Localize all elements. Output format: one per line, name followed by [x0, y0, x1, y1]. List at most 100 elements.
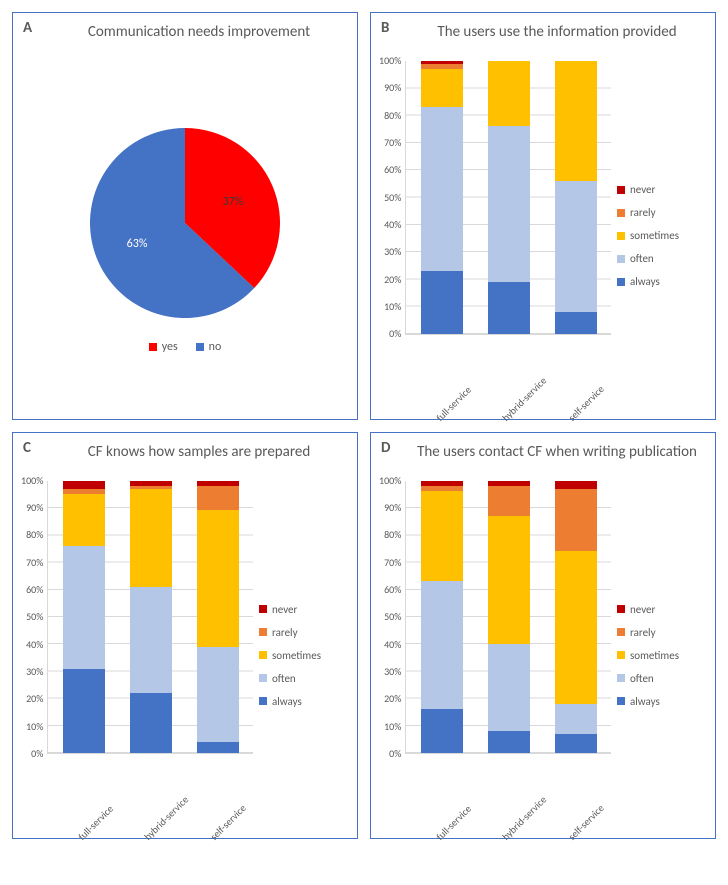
- panel-d-y-axis: 100%90%80%70%60%50%40%30%20%10%0%: [379, 481, 405, 755]
- panel-a: A Communication needs improvement 37%63%…: [12, 12, 358, 420]
- x-tick: full-service: [433, 804, 514, 885]
- panel-b: B The users use the information provided…: [370, 12, 716, 420]
- bar-segment-often: [197, 647, 239, 742]
- panel-c-plot: 100%90%80%70%60%50%40%30%20%10%0% full-s…: [21, 481, 253, 831]
- bar-segment-often: [555, 704, 597, 734]
- bar-segment-often: [488, 644, 530, 731]
- bar-segment-always: [555, 734, 597, 753]
- legend-item-sometimes: sometimes: [617, 649, 707, 662]
- legend-swatch-icon: [617, 255, 625, 263]
- bar-segment-sometimes: [555, 61, 597, 181]
- legend-item-never: never: [617, 183, 707, 196]
- legend-swatch-icon: [196, 343, 204, 351]
- x-tick: hybrid-service: [499, 804, 580, 885]
- legend-item-never: never: [259, 603, 349, 616]
- legend-label: never: [630, 603, 655, 616]
- panel-d-plot: 100%90%80%70%60%50%40%30%20%10%0% full-s…: [379, 481, 611, 831]
- panel-b-plot: 100%90%80%70%60%50%40%30%20%10%0% full-s…: [379, 61, 611, 411]
- bar-segment-often: [63, 546, 105, 669]
- x-tick: hybrid-service: [141, 804, 222, 885]
- bar-segment-sometimes: [197, 510, 239, 646]
- panel-c-x-axis: full-servicehybrid-serviceself-service: [55, 758, 253, 830]
- bar-segment-sometimes: [488, 61, 530, 126]
- pie-legend-item-yes: yes: [149, 340, 178, 354]
- figure-grid: A Communication needs improvement 37%63%…: [0, 0, 728, 851]
- legend-swatch-icon: [259, 628, 267, 636]
- bar-self-service: [555, 61, 597, 334]
- bar-segment-never: [63, 481, 105, 489]
- legend-label: always: [630, 695, 660, 708]
- bar-segment-sometimes: [63, 494, 105, 546]
- bar-segment-often: [130, 587, 172, 693]
- legend-item-never: never: [617, 603, 707, 616]
- legend-label: often: [630, 672, 654, 685]
- bar-segment-always: [63, 669, 105, 753]
- legend-item-often: often: [259, 672, 349, 685]
- legend-item-often: often: [617, 252, 707, 265]
- bar-hybrid-service: [488, 61, 530, 334]
- panel-d-title: The users contact CF when writing public…: [407, 443, 707, 477]
- legend-item-rarely: rarely: [617, 206, 707, 219]
- panel-d-legend: never rarely sometimes often always: [611, 481, 707, 831]
- panel-c-plot-area: 100%90%80%70%60%50%40%30%20%10%0%: [21, 481, 253, 755]
- legend-swatch-icon: [617, 278, 625, 286]
- panel-d-body: 100%90%80%70%60%50%40%30%20%10%0% full-s…: [379, 481, 707, 831]
- legend-label: always: [272, 695, 302, 708]
- bar-segment-often: [421, 581, 463, 709]
- panel-b-legend: never rarely sometimes often always: [611, 61, 707, 411]
- bar-segment-rarely: [197, 486, 239, 511]
- pie-legend: yes no: [149, 340, 222, 354]
- panel-c: C CF knows how samples are prepared 100%…: [12, 432, 358, 840]
- bar-segment-always: [488, 282, 530, 334]
- legend-swatch-icon: [617, 697, 625, 705]
- legend-item-always: always: [617, 275, 707, 288]
- bar-segment-sometimes: [130, 489, 172, 587]
- bar-hybrid-service: [488, 481, 530, 754]
- bar-segment-always: [555, 312, 597, 334]
- bar-segment-rarely: [488, 486, 530, 516]
- legend-label: sometimes: [630, 229, 679, 242]
- panel-b-x-axis: full-servicehybrid-serviceself-service: [413, 339, 611, 411]
- bar-full-service: [63, 481, 105, 754]
- x-tick: full-service: [75, 804, 156, 885]
- bar-segment-always: [488, 731, 530, 753]
- legend-item-rarely: rarely: [259, 626, 349, 639]
- panel-b-label: B: [381, 19, 389, 37]
- panel-d: D The users contact CF when writing publ…: [370, 432, 716, 840]
- legend-swatch-icon: [617, 232, 625, 240]
- legend-item-sometimes: sometimes: [617, 229, 707, 242]
- legend-label: often: [630, 252, 654, 265]
- bar-hybrid-service: [130, 481, 172, 754]
- pie-svg: [90, 128, 280, 318]
- panel-b-bars: [405, 61, 611, 335]
- panel-c-legend: never rarely sometimes often always: [253, 481, 349, 831]
- bar-segment-always: [421, 271, 463, 334]
- legend-label: never: [630, 183, 655, 196]
- panel-b-body: 100%90%80%70%60%50%40%30%20%10%0% full-s…: [379, 61, 707, 411]
- panel-c-bars: [47, 481, 253, 755]
- legend-label: rarely: [630, 626, 656, 639]
- bar-segment-often: [421, 107, 463, 271]
- legend-label: no: [209, 340, 222, 354]
- bar-segment-always: [130, 693, 172, 753]
- bar-self-service: [197, 481, 239, 754]
- legend-label: rarely: [630, 206, 656, 219]
- legend-label: sometimes: [272, 649, 321, 662]
- bar-segment-often: [555, 181, 597, 312]
- legend-swatch-icon: [259, 651, 267, 659]
- legend-label: sometimes: [630, 649, 679, 662]
- legend-swatch-icon: [259, 697, 267, 705]
- panel-d-plot-area: 100%90%80%70%60%50%40%30%20%10%0%: [379, 481, 611, 755]
- bar-segment-sometimes: [488, 516, 530, 644]
- panel-d-x-axis: full-servicehybrid-serviceself-service: [413, 758, 611, 830]
- bar-segment-sometimes: [555, 551, 597, 704]
- bar-full-service: [421, 481, 463, 754]
- pie-legend-item-no: no: [196, 340, 222, 354]
- legend-label: never: [272, 603, 297, 616]
- legend-label: rarely: [272, 626, 298, 639]
- legend-item-rarely: rarely: [617, 626, 707, 639]
- legend-swatch-icon: [617, 209, 625, 217]
- legend-label: yes: [162, 340, 178, 354]
- bar-segment-always: [197, 742, 239, 753]
- bar-segment-never: [555, 481, 597, 489]
